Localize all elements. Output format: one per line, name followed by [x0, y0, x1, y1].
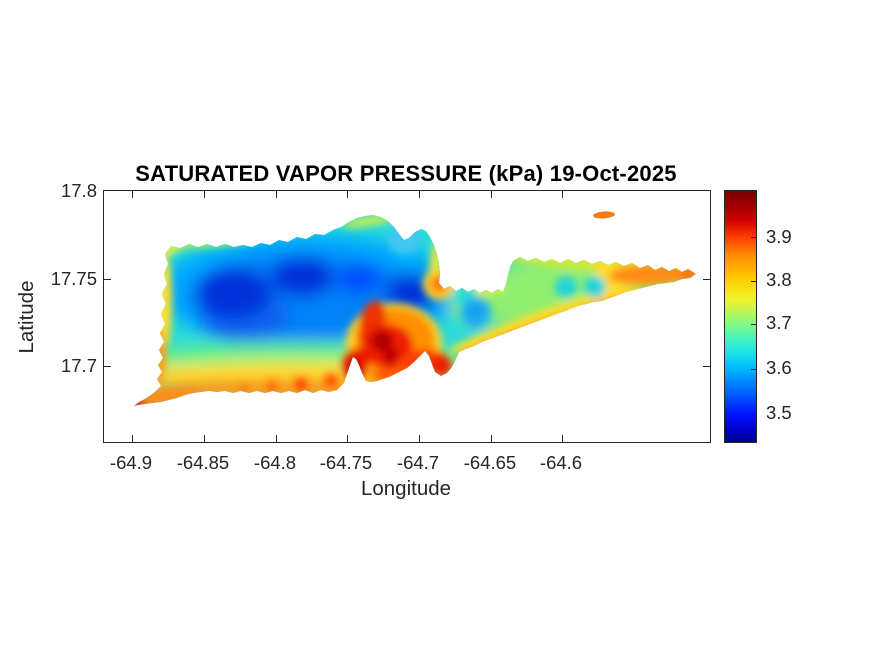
y-tick-label: 17.75 — [50, 268, 97, 289]
x-tick-label: -64.6 — [539, 452, 583, 473]
y-tick-mark — [703, 279, 710, 280]
x-tick-label: -64.7 — [396, 452, 440, 473]
x-tick-mark — [419, 191, 420, 198]
colorbar-tick-mark — [751, 237, 756, 238]
colorbar-tick-mark — [751, 324, 756, 325]
x-tick-mark — [276, 191, 277, 198]
x-tick-mark — [419, 435, 420, 442]
x-tick-mark — [347, 435, 348, 442]
x-axis-label: Longitude — [360, 477, 452, 500]
x-tick-label: -64.8 — [253, 452, 297, 473]
colorbar-tick-label: 3.6 — [766, 357, 792, 378]
y-tick-label: 17.7 — [60, 355, 97, 376]
x-tick-mark — [491, 435, 492, 442]
x-tick-mark — [204, 435, 205, 442]
colorbar-tick-mark — [751, 369, 756, 370]
x-tick-mark — [562, 191, 563, 198]
colorbar-tick-mark — [751, 281, 756, 282]
y-axis-label: Latitude — [15, 280, 38, 354]
y-tick-mark — [104, 279, 111, 280]
x-tick-mark — [347, 191, 348, 198]
colorbar-tick-mark — [751, 413, 756, 414]
island-fill — [134, 215, 696, 406]
x-tick-label: -64.65 — [463, 452, 517, 473]
y-tick-label: 17.8 — [60, 180, 97, 201]
colorbar-tick-label: 3.5 — [766, 402, 792, 423]
x-tick-mark — [132, 435, 133, 442]
islet-marker — [593, 211, 615, 219]
x-tick-mark — [276, 435, 277, 442]
y-tick-mark — [703, 366, 710, 367]
x-tick-mark — [132, 191, 133, 198]
plot-area — [103, 190, 711, 443]
colorbar — [724, 190, 757, 443]
x-tick-mark — [491, 191, 492, 198]
island-contour-map — [134, 211, 696, 406]
y-tick-mark — [104, 366, 111, 367]
colorbar-tick-label: 3.9 — [766, 226, 792, 247]
x-tick-label: -64.75 — [319, 452, 373, 473]
colorbar-tick-label: 3.8 — [766, 269, 792, 290]
plot-title: SATURATED VAPOR PRESSURE (kPa) 19-Oct-20… — [135, 161, 677, 186]
x-tick-label: -64.85 — [176, 452, 230, 473]
x-tick-mark — [204, 191, 205, 198]
x-tick-mark — [562, 435, 563, 442]
colorbar-tick-label: 3.7 — [766, 312, 792, 333]
x-tick-label: -64.9 — [109, 452, 153, 473]
